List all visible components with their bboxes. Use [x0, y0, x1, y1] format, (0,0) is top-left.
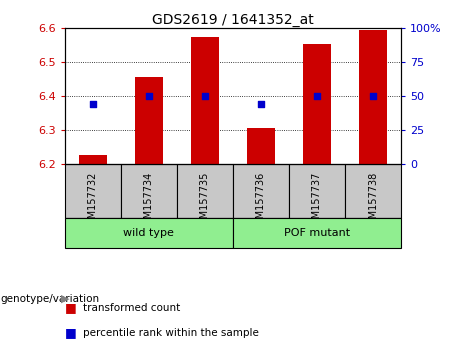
Text: POF mutant: POF mutant [284, 228, 350, 238]
Text: transformed count: transformed count [83, 303, 180, 313]
Text: GSM157735: GSM157735 [200, 172, 210, 232]
Bar [359, 30, 387, 164]
Bar [247, 129, 275, 164]
Title: GDS2619 / 1641352_at: GDS2619 / 1641352_at [152, 13, 313, 27]
Text: GSM157737: GSM157737 [312, 172, 322, 232]
Point [313, 93, 321, 99]
FancyBboxPatch shape [121, 164, 177, 218]
FancyBboxPatch shape [65, 164, 121, 218]
Point [89, 102, 96, 107]
Bar [303, 44, 331, 164]
Point [257, 102, 265, 107]
Text: ▶: ▶ [61, 294, 70, 304]
FancyBboxPatch shape [233, 218, 401, 248]
Text: ■: ■ [65, 302, 76, 314]
Bar [135, 78, 163, 164]
Point [145, 93, 152, 99]
Text: GSM157732: GSM157732 [88, 172, 98, 232]
FancyBboxPatch shape [177, 164, 233, 218]
Text: percentile rank within the sample: percentile rank within the sample [83, 328, 259, 338]
Point [369, 93, 377, 99]
Point [201, 93, 208, 99]
Text: wild type: wild type [123, 228, 174, 238]
FancyBboxPatch shape [289, 164, 345, 218]
FancyBboxPatch shape [233, 164, 289, 218]
FancyBboxPatch shape [65, 218, 233, 248]
FancyBboxPatch shape [345, 164, 401, 218]
Text: genotype/variation: genotype/variation [0, 294, 99, 304]
Text: GSM157738: GSM157738 [368, 172, 378, 232]
Text: GSM157736: GSM157736 [256, 172, 266, 232]
Text: GSM157734: GSM157734 [144, 172, 154, 232]
Text: ■: ■ [65, 326, 76, 339]
Bar [191, 37, 219, 164]
Bar [78, 155, 106, 164]
